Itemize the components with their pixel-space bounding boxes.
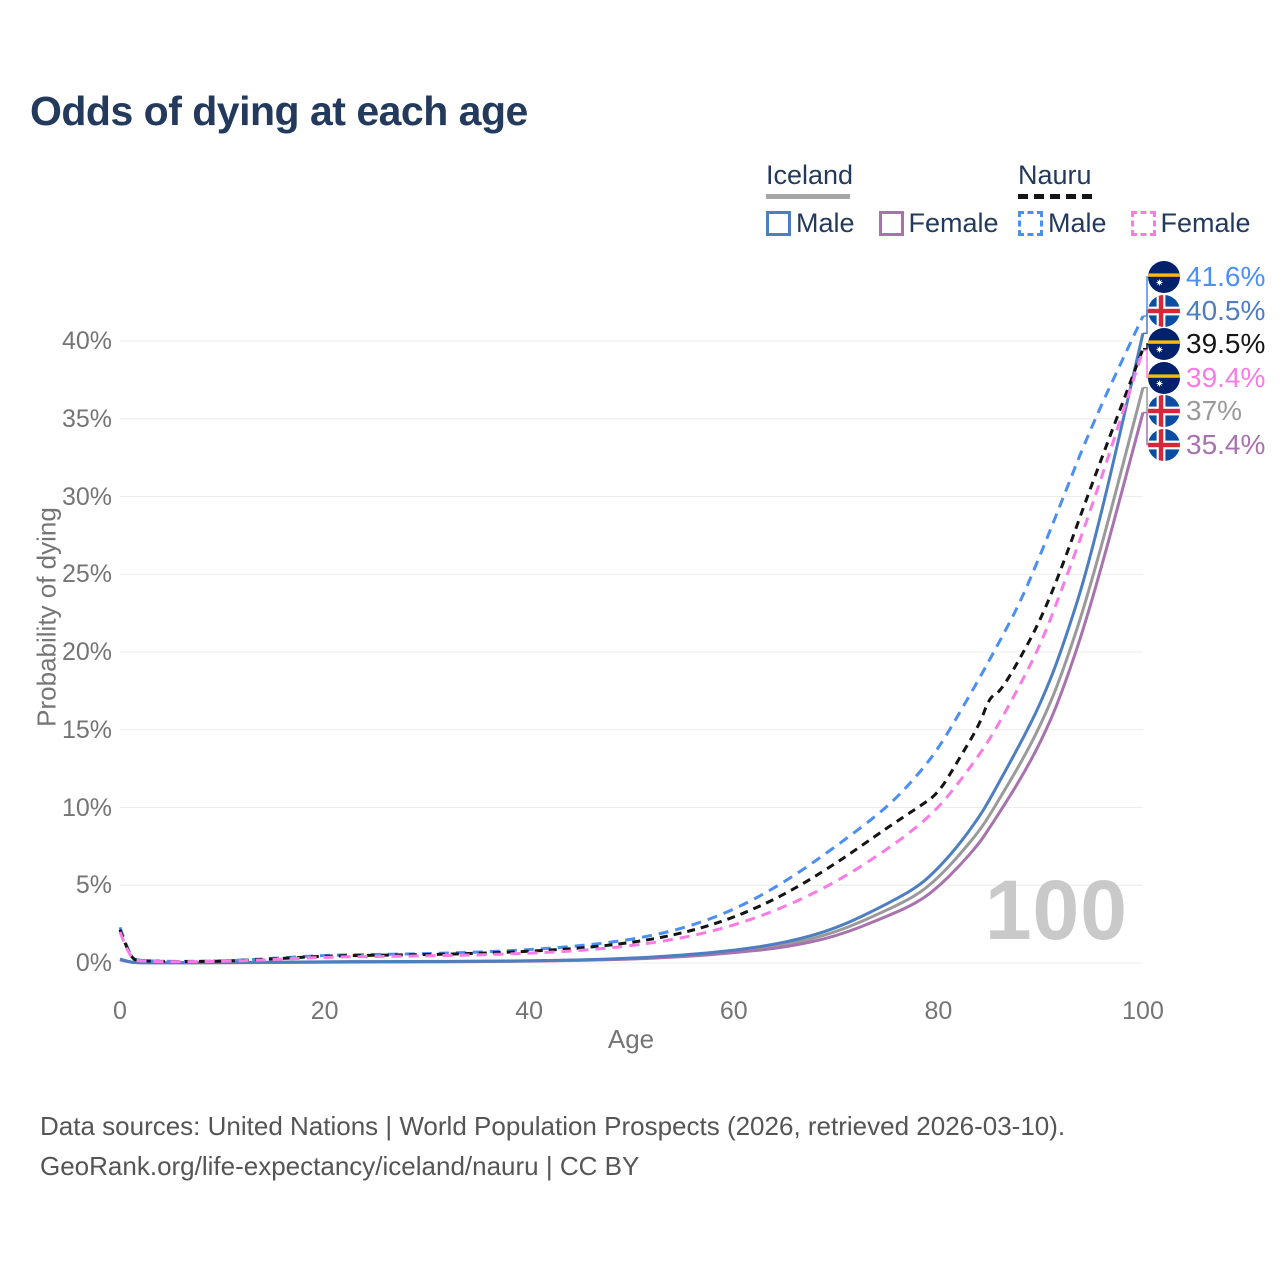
x-axis-title: Age (607, 1024, 655, 1054)
legend-item-label: Male (1048, 208, 1107, 238)
legend-item-label: Male (796, 208, 855, 238)
x-tick-20: 20 (310, 997, 339, 1025)
legend-item-nauru-male[interactable]: Male (1018, 208, 1107, 239)
nauru-combined-line-swatch (1018, 194, 1094, 199)
y-tick-10%: 10% (61, 793, 112, 822)
legend-title-iceland: Iceland (766, 160, 999, 199)
series-line-iceland_male[interactable] (119, 332, 1145, 965)
iceland-male-swatch-icon (766, 211, 791, 236)
end-label-iceland_female: 35.4% (1148, 428, 1265, 462)
data-sources-line2: GeoRank.org/life-expectancy/iceland/naur… (40, 1151, 640, 1182)
nauru-flag-icon (1148, 328, 1180, 360)
nauru-female-swatch-icon (1130, 211, 1156, 236)
y-tick-35%: 35% (61, 404, 112, 433)
nauru-flag-icon (1148, 361, 1180, 394)
legend-group-nauru: Nauru Male Female (1018, 160, 1251, 239)
end-label-value: 37% (1186, 395, 1243, 426)
legend-group-iceland: Iceland Male Female (766, 160, 999, 239)
end-label-value: 35.4% (1186, 428, 1266, 460)
iceland-flag-icon (1148, 395, 1180, 427)
legend-item-iceland-male[interactable]: Male (766, 208, 855, 239)
series-lines (118, 315, 1145, 965)
nauru-flag-icon (1148, 261, 1180, 293)
x-tick-60: 60 (719, 997, 748, 1025)
y-tick-0%: 0% (75, 949, 112, 977)
end-label-nauru_male: 41.6% (1148, 260, 1265, 294)
series-line-nauru_female[interactable] (118, 349, 1145, 964)
end-label-value: 39.4% (1186, 361, 1266, 393)
page-title: Odds of dying at each age (30, 88, 528, 134)
end-label-nauru_female: 39.4% (1148, 361, 1265, 395)
end-label-iceland_male: 40.5% (1148, 294, 1265, 328)
y-tick-15%: 15% (61, 715, 112, 744)
end-label-value: 40.5% (1186, 294, 1266, 326)
iceland-female-swatch-icon (878, 211, 904, 236)
series-line-nauru_both[interactable] (118, 348, 1145, 963)
legend-title-nauru-label: Nauru (1018, 160, 1092, 190)
legend-item-iceland-female[interactable]: Female (878, 208, 999, 239)
iceland-flag-icon (1148, 294, 1180, 327)
iceland-combined-line-swatch (766, 194, 850, 199)
x-tick-100: 100 (1122, 997, 1164, 1025)
x-tick-80: 80 (924, 997, 953, 1025)
y-tick-5%: 5% (75, 871, 112, 900)
legend-title-nauru: Nauru (1018, 160, 1251, 199)
iceland-flag-icon (1148, 428, 1180, 461)
end-label-value: 39.5% (1186, 328, 1266, 359)
x-tick-40: 40 (515, 997, 544, 1025)
legend-item-nauru-female[interactable]: Female (1130, 208, 1251, 239)
end-label-nauru_both: 39.5% (1148, 327, 1265, 361)
end-label-iceland_both: 37% (1148, 394, 1242, 428)
nauru-male-swatch-icon (1018, 211, 1043, 236)
legend-item-label: Female (908, 208, 999, 238)
x-tick-0: 0 (113, 997, 127, 1025)
data-sources: Data sources: United Nations | World Pop… (40, 1106, 1065, 1187)
y-axis-title: Probability of dying (31, 507, 62, 727)
y-tick-25%: 25% (61, 560, 112, 589)
age-watermark: 100 (984, 863, 1128, 957)
legend-item-label: Female (1160, 208, 1251, 238)
data-sources-line1: Data sources: United Nations | World Pop… (40, 1111, 1066, 1141)
legend-title-iceland-label: Iceland (766, 160, 854, 190)
y-tick-20%: 20% (61, 638, 112, 666)
end-label-value: 41.6% (1186, 261, 1266, 292)
y-tick-30%: 30% (61, 482, 112, 511)
y-tick-40%: 40% (61, 327, 112, 355)
